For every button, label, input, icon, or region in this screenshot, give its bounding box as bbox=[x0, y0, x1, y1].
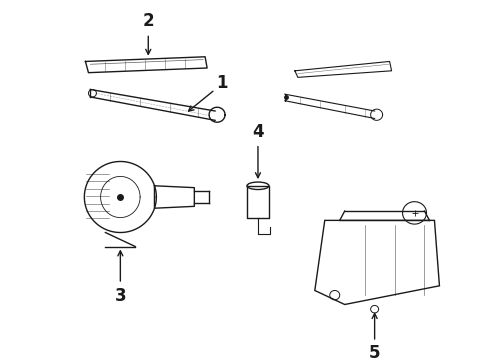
Text: 1: 1 bbox=[216, 74, 228, 92]
Text: 2: 2 bbox=[143, 12, 154, 30]
Text: 5: 5 bbox=[369, 344, 380, 360]
Text: 4: 4 bbox=[252, 122, 264, 140]
Text: 3: 3 bbox=[115, 287, 126, 305]
